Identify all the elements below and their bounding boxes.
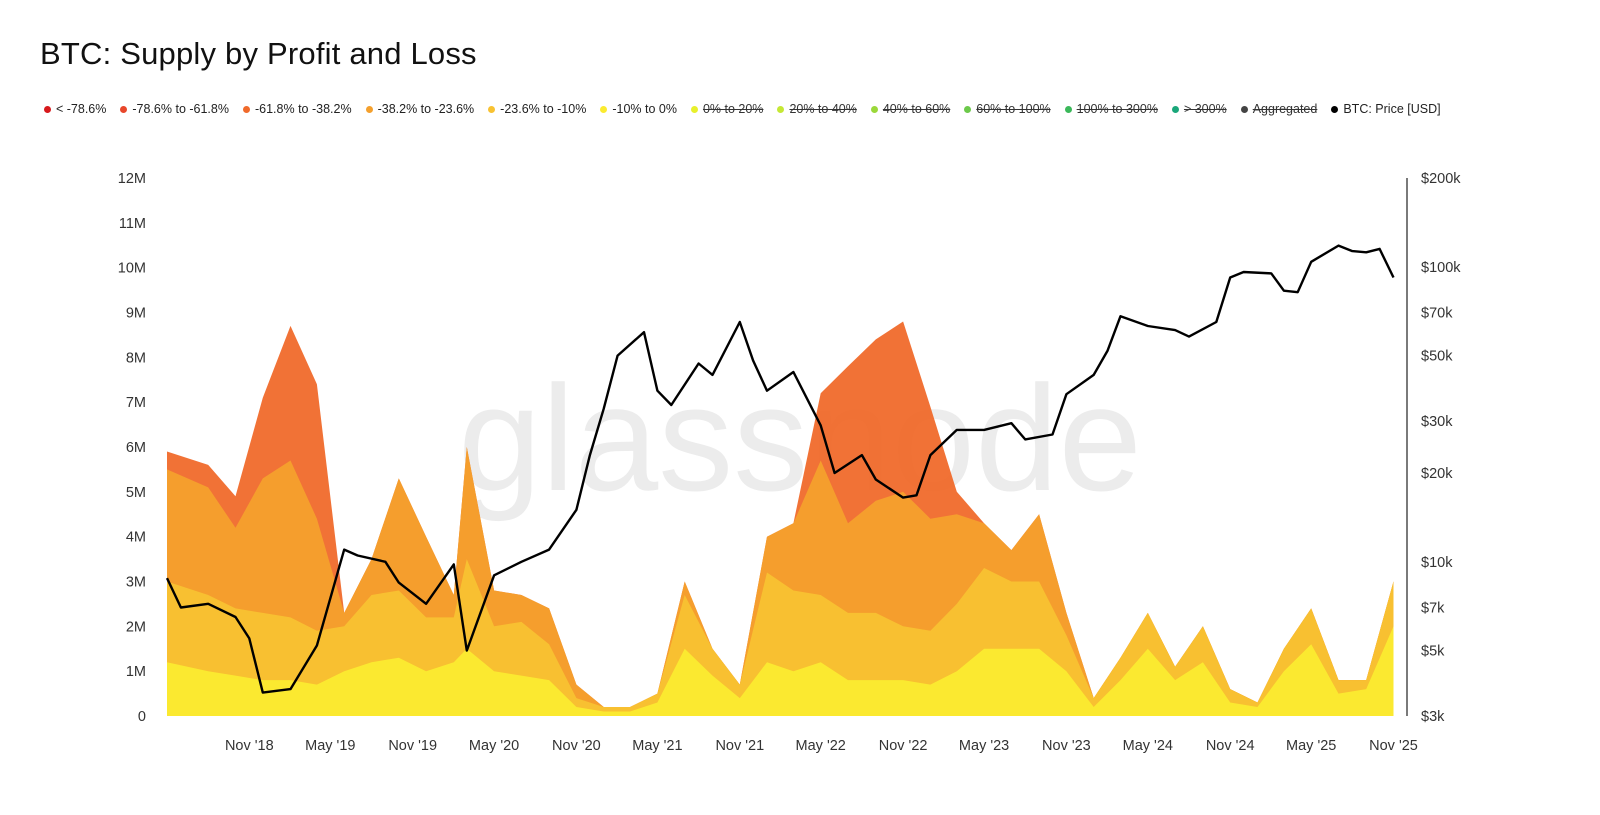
x-tick: Nov '19 (388, 738, 437, 754)
x-tick: Nov '24 (1206, 738, 1255, 754)
y-left-tick: 6M (126, 440, 146, 456)
legend-item[interactable]: 0% to 20% (690, 102, 764, 116)
legend-dot-icon (1064, 105, 1072, 113)
legend-dot-icon (242, 105, 250, 113)
y-right-tick: $7k (1421, 601, 1445, 617)
y-left-tick: 10M (118, 261, 146, 277)
legend-dot-icon (600, 105, 608, 113)
x-tick: May '23 (959, 738, 1009, 754)
y-right-tick: $100k (1421, 260, 1461, 276)
x-tick: May '24 (1123, 738, 1173, 754)
left-axis-ticks: 0 1M 2M 3M 4M 5M 6M 7M 8M 9M 10M 11M 12M (118, 171, 146, 725)
y-right-tick: $10k (1421, 555, 1453, 571)
x-tick: May '21 (632, 738, 682, 754)
y-left-tick: 3M (126, 575, 146, 591)
y-right-tick: $3k (1421, 709, 1445, 725)
legend-item[interactable]: Aggregated (1240, 102, 1318, 116)
legend-item[interactable]: -23.6% to -10% (488, 102, 586, 116)
legend-label: < -78.6% (56, 102, 107, 116)
x-tick: Nov '21 (715, 738, 764, 754)
legend-dot-icon (690, 105, 698, 113)
legend-dot-icon (488, 105, 496, 113)
legend-item[interactable]: < -78.6% (44, 102, 106, 116)
chart-title: BTC: Supply by Profit and Loss (40, 36, 477, 71)
y-left-tick: 2M (126, 619, 146, 635)
price-line-group (165, 244, 1395, 694)
legend-item[interactable]: -38.2% to -23.6% (365, 102, 475, 116)
legend-item[interactable]: 100% to 300% (1064, 102, 1158, 116)
legend-dot-icon (120, 105, 128, 113)
stacked-areas (167, 321, 1394, 716)
legend-item[interactable]: -61.8% to -38.2% (242, 102, 352, 116)
y-left-tick: 8M (126, 350, 146, 366)
y-right-tick: $5k (1421, 644, 1445, 660)
y-right-tick: $30k (1421, 414, 1453, 430)
legend-label: -61.8% to -38.2% (254, 102, 352, 116)
legend-item[interactable]: 60% to 100% (964, 102, 1051, 116)
x-tick: May '20 (469, 738, 519, 754)
legend-label: -78.6% to -61.8% (132, 102, 229, 116)
price-line (165, 244, 1395, 694)
y-right-tick: $200k (1421, 171, 1461, 187)
chart-legend: < -78.6% -78.6% to -61.8% -61.8% to -38.2%… (44, 100, 1574, 118)
x-tick: May '22 (796, 738, 846, 754)
x-tick: Nov '23 (1042, 738, 1091, 754)
legend-label: -38.2% to -23.6% (377, 102, 475, 116)
y-right-tick: $50k (1421, 349, 1453, 365)
x-tick: May '25 (1286, 738, 1336, 754)
legend-label: 0% to 20% (702, 102, 764, 116)
x-tick: Nov '20 (552, 738, 601, 754)
legend-label: 20% to 40% (789, 102, 857, 116)
y-left-tick: 0 (138, 709, 146, 725)
legend-label: > 300% (1183, 102, 1227, 116)
legend-item[interactable]: > 300% (1171, 102, 1227, 116)
y-left-tick: 4M (126, 530, 146, 546)
legend-dot-icon (1240, 105, 1248, 113)
area-series (167, 626, 1394, 716)
legend-label: BTC: Price [USD] (1343, 102, 1441, 116)
y-left-tick: 11M (119, 216, 146, 232)
legend-item[interactable]: BTC: Price [USD] (1331, 102, 1441, 116)
legend-label: 60% to 100% (976, 102, 1051, 116)
legend-dot-icon (44, 105, 51, 113)
legend-label: -23.6% to -10% (500, 102, 587, 116)
legend-dot-icon (870, 105, 878, 113)
x-tick: Nov '22 (879, 738, 928, 754)
legend-item[interactable]: -10% to 0% (600, 102, 677, 116)
legend-dot-icon (777, 105, 785, 113)
legend-item[interactable]: 20% to 40% (777, 102, 857, 116)
x-tick: Nov '25 (1369, 738, 1418, 754)
legend-dot-icon (964, 105, 972, 113)
legend-item[interactable]: -78.6% to -61.8% (120, 102, 229, 116)
x-tick: Nov '18 (225, 738, 274, 754)
y-left-tick: 1M (126, 664, 146, 680)
y-left-tick: 9M (126, 306, 146, 322)
legend-dot-icon (1331, 105, 1339, 113)
legend-label: -10% to 0% (612, 102, 677, 116)
y-left-tick: 5M (126, 485, 146, 501)
legend-dot-icon (365, 105, 373, 113)
legend-label: 100% to 300% (1076, 102, 1158, 116)
x-tick: May '19 (305, 738, 355, 754)
legend-label: Aggregated (1252, 102, 1318, 116)
x-axis-ticks: Nov '18 May '19 Nov '19 May '20 Nov '20 May '… (225, 738, 1418, 754)
y-left-tick: 12M (118, 171, 146, 187)
right-axis-ticks: $3k $5k $7k $10k $20k $30k $50k $70k $100k $200k (1421, 171, 1461, 725)
legend-item[interactable]: 40% to 60% (870, 102, 951, 116)
legend-dot-icon (1171, 105, 1179, 113)
y-left-tick: 7M (126, 395, 146, 411)
legend-label: 40% to 60% (882, 102, 951, 116)
y-right-tick: $70k (1421, 306, 1453, 322)
y-right-tick: $20k (1421, 466, 1453, 482)
